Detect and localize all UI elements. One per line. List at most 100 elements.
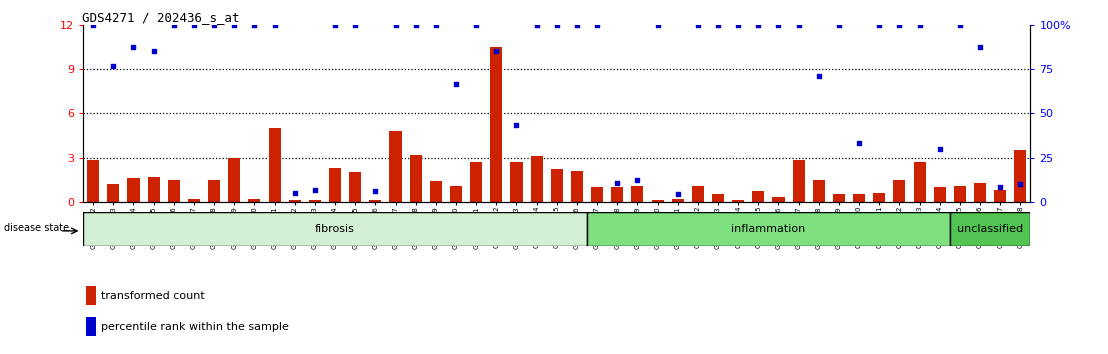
Bar bbox=[571, 171, 583, 202]
Point bbox=[145, 48, 163, 54]
Point bbox=[830, 22, 848, 28]
Point bbox=[770, 22, 788, 28]
Point bbox=[568, 22, 586, 28]
Bar bbox=[369, 200, 381, 202]
Bar bbox=[792, 160, 804, 202]
Bar bbox=[309, 200, 321, 202]
Bar bbox=[147, 177, 160, 202]
Point bbox=[992, 184, 1009, 190]
Bar bbox=[772, 198, 784, 202]
Point bbox=[547, 22, 565, 28]
Point bbox=[286, 190, 304, 196]
Bar bbox=[691, 185, 704, 202]
Point bbox=[266, 22, 284, 28]
Bar bbox=[289, 200, 300, 202]
Bar bbox=[470, 162, 482, 202]
Bar bbox=[752, 192, 765, 202]
Point bbox=[749, 22, 767, 28]
Point bbox=[326, 22, 343, 28]
Bar bbox=[410, 155, 422, 202]
Bar bbox=[88, 160, 100, 202]
Bar bbox=[511, 162, 523, 202]
Point bbox=[407, 22, 424, 28]
Point bbox=[871, 22, 889, 28]
Point bbox=[972, 44, 989, 50]
Bar bbox=[591, 187, 603, 202]
Point bbox=[124, 44, 142, 50]
Bar bbox=[950, 212, 1030, 246]
Point bbox=[468, 22, 485, 28]
Bar bbox=[268, 128, 280, 202]
Bar bbox=[390, 131, 401, 202]
Bar bbox=[1014, 150, 1026, 202]
Point bbox=[165, 22, 183, 28]
Bar bbox=[551, 169, 563, 202]
Point bbox=[608, 180, 626, 185]
Point bbox=[527, 22, 545, 28]
Point bbox=[185, 22, 203, 28]
Point bbox=[387, 22, 404, 28]
Point bbox=[850, 140, 868, 145]
Bar bbox=[531, 156, 543, 202]
Bar bbox=[934, 187, 946, 202]
Point bbox=[689, 22, 707, 28]
Bar bbox=[732, 200, 745, 202]
Bar bbox=[873, 193, 885, 202]
Bar bbox=[430, 181, 442, 202]
Point bbox=[790, 22, 808, 28]
Point bbox=[1012, 181, 1029, 187]
Bar bbox=[127, 178, 140, 202]
Point bbox=[427, 22, 444, 28]
Bar bbox=[994, 190, 1006, 202]
Point bbox=[306, 187, 324, 193]
Point bbox=[729, 22, 747, 28]
Bar bbox=[450, 185, 462, 202]
Point bbox=[507, 122, 525, 128]
Point bbox=[709, 22, 727, 28]
Text: disease state: disease state bbox=[4, 223, 70, 233]
Bar bbox=[587, 212, 950, 246]
Bar bbox=[833, 194, 845, 202]
Bar bbox=[86, 317, 95, 336]
Point bbox=[931, 146, 948, 152]
Bar bbox=[167, 180, 179, 202]
Bar bbox=[612, 187, 624, 202]
Point bbox=[588, 22, 606, 28]
Point bbox=[891, 22, 909, 28]
Bar bbox=[974, 183, 986, 202]
Bar bbox=[228, 158, 240, 202]
Point bbox=[648, 22, 666, 28]
Text: percentile rank within the sample: percentile rank within the sample bbox=[101, 322, 289, 332]
Point bbox=[448, 81, 465, 87]
Bar bbox=[853, 194, 865, 202]
Point bbox=[911, 22, 929, 28]
Point bbox=[104, 63, 122, 69]
Text: fibrosis: fibrosis bbox=[315, 224, 355, 234]
Bar bbox=[893, 180, 905, 202]
Bar bbox=[490, 47, 502, 202]
Point bbox=[84, 22, 102, 28]
Bar bbox=[712, 194, 724, 202]
Bar bbox=[83, 212, 587, 246]
Text: transformed count: transformed count bbox=[101, 291, 205, 301]
Point bbox=[225, 22, 243, 28]
Bar bbox=[349, 172, 361, 202]
Bar bbox=[913, 162, 925, 202]
Bar bbox=[671, 199, 684, 202]
Text: unclassified: unclassified bbox=[957, 224, 1023, 234]
Point bbox=[810, 74, 828, 79]
Bar bbox=[813, 180, 824, 202]
Point bbox=[246, 22, 264, 28]
Text: inflammation: inflammation bbox=[731, 224, 806, 234]
Bar bbox=[248, 199, 260, 202]
Text: GDS4271 / 202436_s_at: GDS4271 / 202436_s_at bbox=[82, 11, 239, 24]
Bar bbox=[329, 168, 341, 202]
Bar bbox=[632, 185, 644, 202]
Point bbox=[628, 177, 646, 183]
Point bbox=[951, 22, 968, 28]
Point bbox=[205, 22, 223, 28]
Point bbox=[488, 48, 505, 54]
Point bbox=[367, 189, 384, 194]
Bar bbox=[107, 184, 120, 202]
Point bbox=[669, 192, 687, 197]
